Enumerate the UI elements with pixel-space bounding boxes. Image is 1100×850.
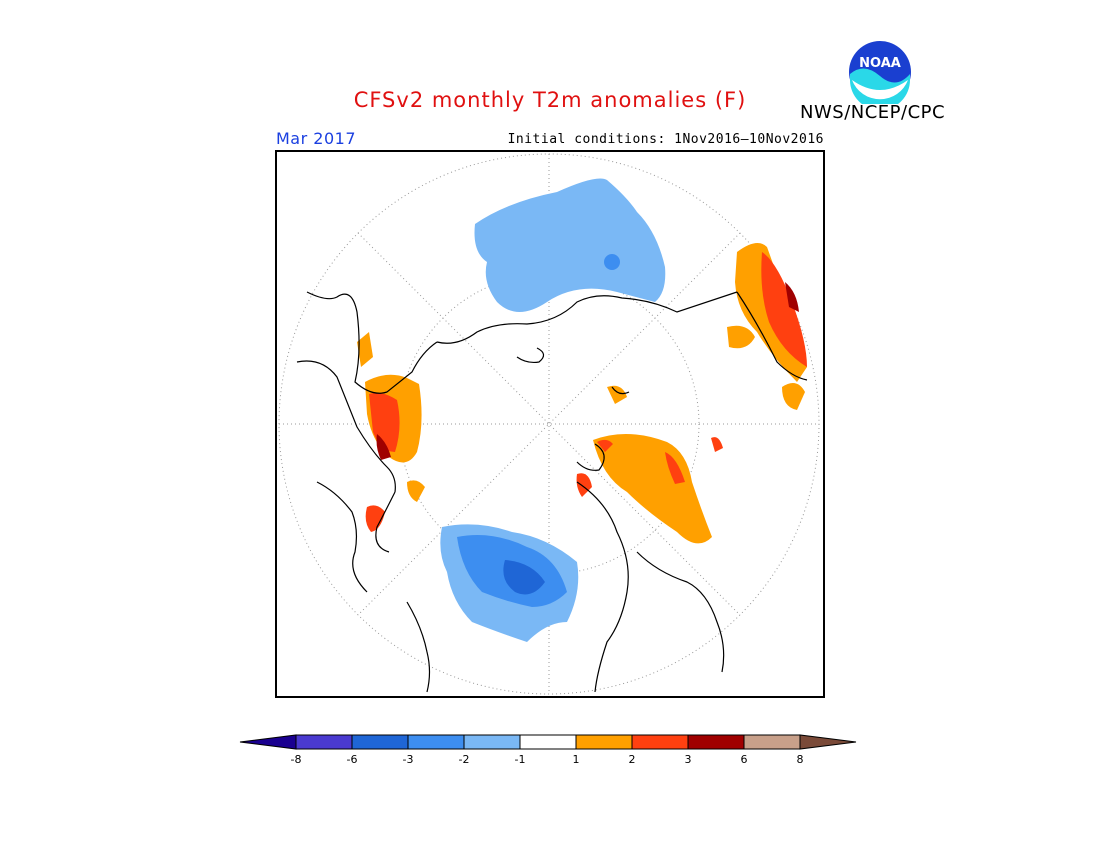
legend-arrow-high <box>799 734 857 750</box>
legend-label: -3 <box>403 753 414 766</box>
anomaly-canada-cool <box>440 524 579 642</box>
legend-swatch <box>519 734 577 750</box>
legend-swatch <box>295 734 353 750</box>
coastlines <box>296 291 808 693</box>
polar-map <box>275 150 825 698</box>
color-scale-legend: -8 -6 -3 -2 -1 1 2 3 6 8 <box>238 733 864 773</box>
legend-swatch <box>463 734 521 750</box>
legend-swatch <box>575 734 633 750</box>
graticule <box>278 153 820 695</box>
legend-swatch <box>631 734 689 750</box>
legend-label: -2 <box>459 753 470 766</box>
legend-label: 2 <box>629 753 636 766</box>
legend-swatch <box>743 734 801 750</box>
legend-swatch <box>351 734 409 750</box>
legend-label: 3 <box>685 753 692 766</box>
anomaly-alaska-warm <box>607 243 807 410</box>
anomaly-greenland-warm <box>576 433 723 544</box>
legend-label: 6 <box>741 753 748 766</box>
forecast-period: Mar 2017 <box>276 129 356 148</box>
map-title: CFSv2 monthly T2m anomalies (F) <box>353 88 747 112</box>
legend-label: 1 <box>573 753 580 766</box>
agency-label: NWS/NCEP/CPC <box>800 102 946 123</box>
legend-label: -1 <box>515 753 526 766</box>
legend-label: 8 <box>797 753 804 766</box>
legend-label: -8 <box>291 753 302 766</box>
legend-label: -6 <box>347 753 358 766</box>
anomaly-siberia-cool <box>474 178 666 312</box>
legend-swatch <box>407 734 465 750</box>
noaa-logo: NOAA <box>848 40 912 110</box>
legend-arrow-low <box>239 734 297 750</box>
noaa-logo-text: NOAA <box>859 56 901 71</box>
anomaly-europe-warm <box>357 332 425 532</box>
initial-conditions: Initial conditions: 1Nov2016–10Nov2016 <box>507 132 824 147</box>
legend-swatch <box>687 734 745 750</box>
